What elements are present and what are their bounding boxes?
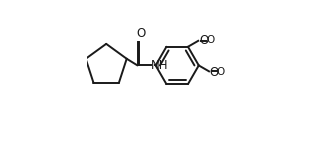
Text: O: O xyxy=(217,67,225,77)
Text: O: O xyxy=(210,66,219,79)
Text: NH: NH xyxy=(151,59,169,72)
Text: O: O xyxy=(136,27,145,40)
Text: O: O xyxy=(206,35,214,45)
Text: O: O xyxy=(199,34,208,47)
